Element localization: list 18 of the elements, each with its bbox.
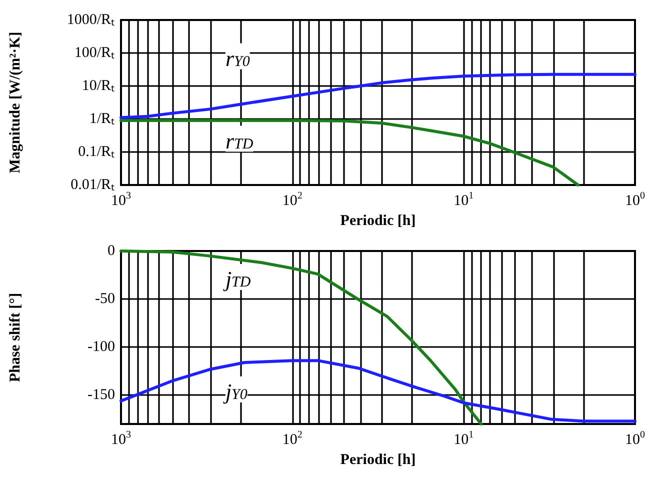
y-tick-label: -100 xyxy=(88,339,115,356)
y-tick-label: 10/Rₜ xyxy=(82,78,115,94)
annotation: jY0 xyxy=(222,378,248,404)
x-axis-title: Periodic [h] xyxy=(340,212,416,229)
y-tick-label: 0 xyxy=(108,243,115,259)
annotation: rY0 xyxy=(225,46,250,71)
y-tick-label: -50 xyxy=(95,291,115,308)
y-tick-label: 1/Rₜ xyxy=(89,111,115,127)
y-tick-label: 0.1/Rₜ xyxy=(78,144,115,160)
y-tick-label: 100/Rₜ xyxy=(74,45,115,61)
y-tick-label: 0.01/Rₜ xyxy=(70,177,115,193)
y-tick-label: -150 xyxy=(88,387,115,404)
y-axis-title: Magnitude [W/(m²·K] xyxy=(8,32,24,174)
annotation: rTD xyxy=(225,128,254,154)
y-tick-label: 1000/Rₜ xyxy=(66,12,115,28)
x-axis-title: Periodic [h] xyxy=(340,452,416,468)
annotation: jTD xyxy=(222,266,251,292)
y-axis-title: Phase shift [°] xyxy=(8,292,24,382)
